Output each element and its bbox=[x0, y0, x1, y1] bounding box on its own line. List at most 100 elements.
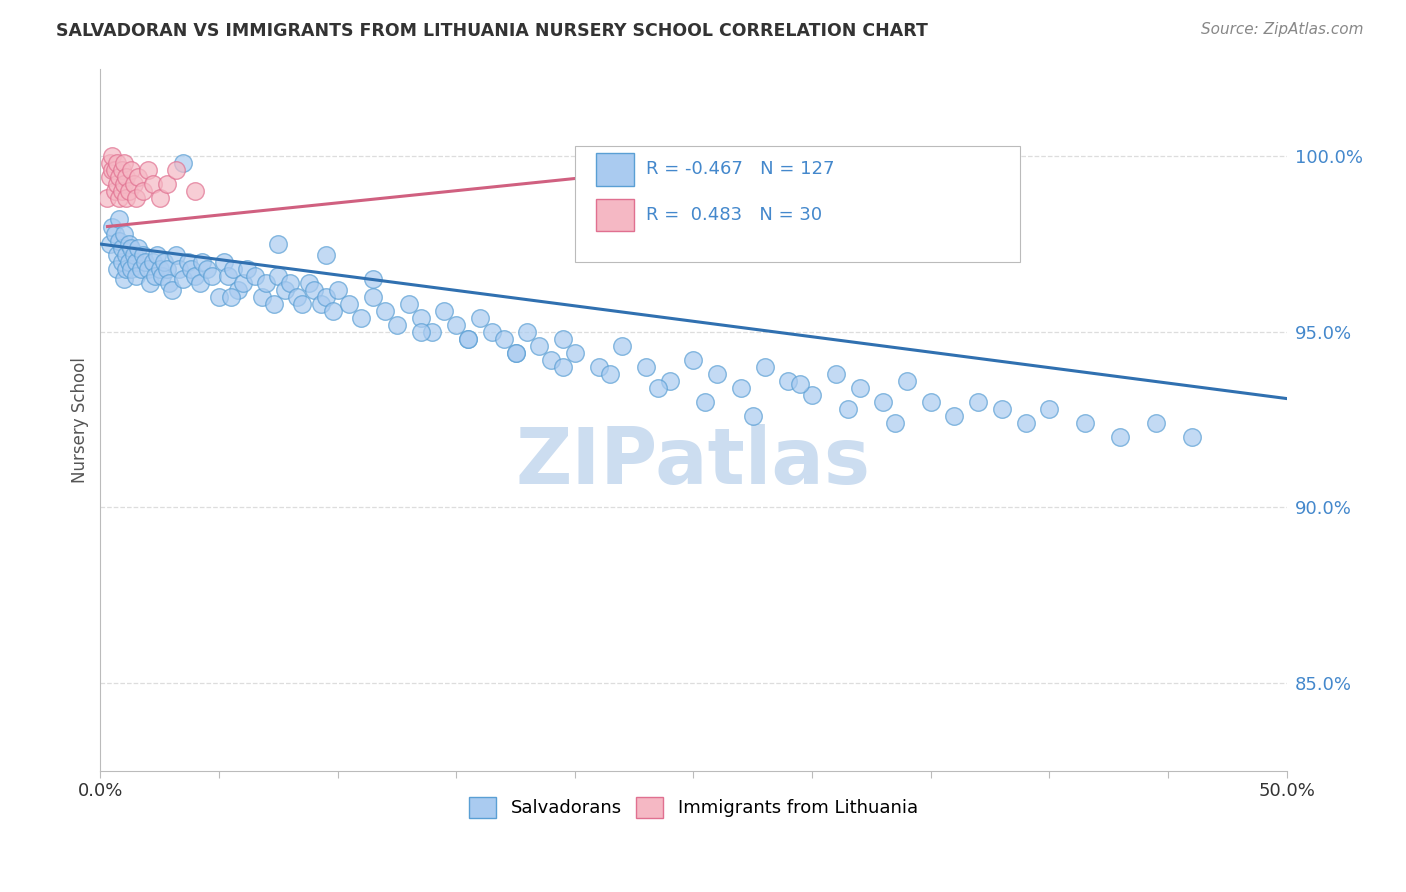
Point bbox=[105, 247, 128, 261]
Point bbox=[112, 156, 135, 170]
Point bbox=[101, 163, 124, 178]
Point bbox=[179, 261, 201, 276]
Point bbox=[741, 409, 763, 423]
Point bbox=[1074, 416, 1097, 430]
Point bbox=[96, 191, 118, 205]
Point bbox=[309, 297, 332, 311]
Point bbox=[315, 290, 337, 304]
Text: R =  0.483   N = 30: R = 0.483 N = 30 bbox=[645, 205, 823, 224]
Point bbox=[505, 346, 527, 360]
Point bbox=[191, 254, 214, 268]
Point bbox=[108, 170, 131, 185]
Point bbox=[136, 261, 159, 276]
Point bbox=[112, 227, 135, 241]
Point bbox=[112, 178, 135, 192]
Point bbox=[492, 332, 515, 346]
Point bbox=[184, 268, 207, 283]
Point bbox=[263, 297, 285, 311]
Point bbox=[706, 367, 728, 381]
Point bbox=[115, 170, 138, 185]
Point bbox=[778, 374, 800, 388]
Point bbox=[250, 290, 273, 304]
Point bbox=[108, 234, 131, 248]
Point bbox=[101, 219, 124, 234]
Point bbox=[848, 381, 870, 395]
Point bbox=[991, 402, 1014, 417]
Point bbox=[350, 310, 373, 325]
Text: R = -0.467   N = 127: R = -0.467 N = 127 bbox=[645, 160, 835, 178]
Point bbox=[127, 241, 149, 255]
Point bbox=[1038, 402, 1060, 417]
Point bbox=[274, 283, 297, 297]
Point bbox=[149, 261, 172, 276]
Point bbox=[122, 178, 145, 192]
Point bbox=[634, 359, 657, 374]
Point bbox=[682, 352, 704, 367]
Point bbox=[118, 254, 141, 268]
Point bbox=[208, 290, 231, 304]
Point bbox=[481, 325, 503, 339]
Point bbox=[136, 163, 159, 178]
Point bbox=[505, 346, 527, 360]
Point bbox=[172, 156, 194, 170]
Point bbox=[540, 352, 562, 367]
Point bbox=[125, 191, 148, 205]
Point bbox=[120, 261, 142, 276]
Point bbox=[801, 149, 824, 163]
Point bbox=[139, 276, 162, 290]
Point bbox=[105, 261, 128, 276]
Legend: Salvadorans, Immigrants from Lithuania: Salvadorans, Immigrants from Lithuania bbox=[461, 789, 925, 825]
Point bbox=[132, 185, 155, 199]
Point bbox=[647, 381, 669, 395]
Point bbox=[884, 416, 907, 430]
Point bbox=[134, 254, 156, 268]
Point bbox=[1144, 416, 1167, 430]
Point bbox=[157, 276, 180, 290]
Point bbox=[127, 170, 149, 185]
Point bbox=[98, 156, 121, 170]
Point bbox=[172, 272, 194, 286]
Text: ZIPatlas: ZIPatlas bbox=[516, 424, 870, 500]
Point bbox=[730, 381, 752, 395]
Point bbox=[298, 276, 321, 290]
Point bbox=[105, 156, 128, 170]
Point bbox=[132, 247, 155, 261]
Point bbox=[801, 388, 824, 402]
Point bbox=[103, 163, 125, 178]
Point bbox=[422, 325, 444, 339]
Point bbox=[278, 276, 301, 290]
Point bbox=[153, 254, 176, 268]
Point bbox=[409, 325, 432, 339]
Point bbox=[212, 254, 235, 268]
Point bbox=[165, 247, 187, 261]
Point bbox=[612, 339, 634, 353]
Point bbox=[141, 178, 163, 192]
Point bbox=[217, 268, 239, 283]
Point bbox=[177, 254, 200, 268]
Point bbox=[361, 290, 384, 304]
Point bbox=[588, 359, 610, 374]
Point bbox=[115, 191, 138, 205]
FancyBboxPatch shape bbox=[596, 199, 634, 231]
Point bbox=[111, 163, 134, 178]
Point bbox=[184, 185, 207, 199]
Point bbox=[120, 241, 142, 255]
Point bbox=[232, 276, 254, 290]
Point bbox=[111, 241, 134, 255]
Point bbox=[146, 247, 169, 261]
FancyBboxPatch shape bbox=[575, 145, 1019, 261]
Point bbox=[108, 191, 131, 205]
Point bbox=[409, 310, 432, 325]
Point bbox=[243, 268, 266, 283]
Point bbox=[150, 268, 173, 283]
Point bbox=[120, 163, 142, 178]
Point bbox=[143, 268, 166, 283]
Point bbox=[943, 409, 966, 423]
Point bbox=[98, 170, 121, 185]
Point bbox=[141, 254, 163, 268]
Point bbox=[195, 261, 218, 276]
Point bbox=[254, 276, 277, 290]
Point bbox=[111, 254, 134, 268]
Point bbox=[326, 283, 349, 297]
FancyBboxPatch shape bbox=[596, 153, 634, 186]
